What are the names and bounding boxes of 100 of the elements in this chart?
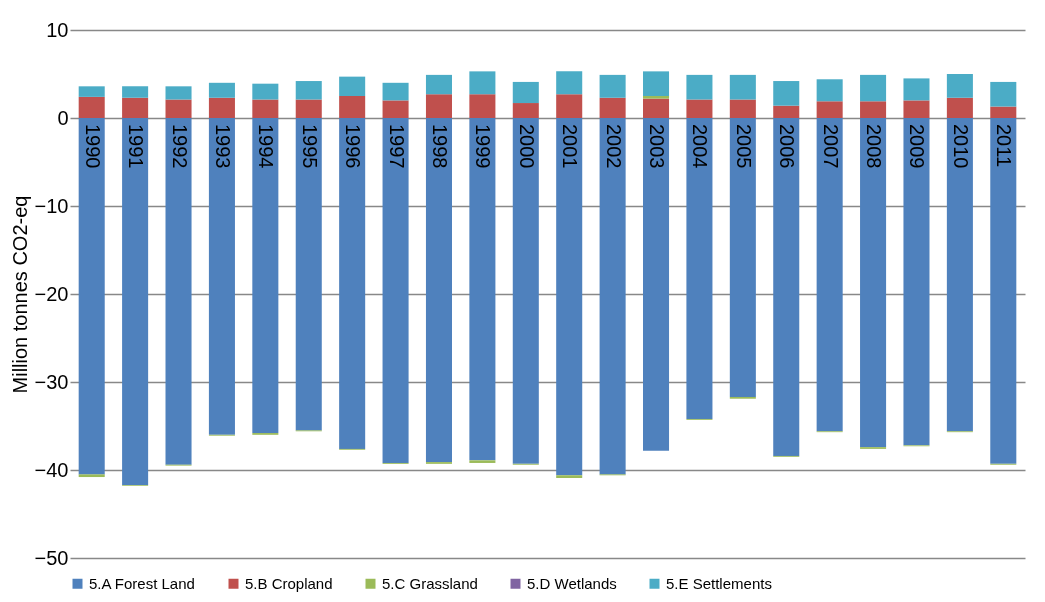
bar — [990, 81, 1017, 107]
x-tick-label: 2009 — [906, 124, 929, 169]
bar — [816, 79, 843, 102]
bar — [78, 474, 105, 478]
bar — [946, 97, 973, 118]
bar — [729, 118, 756, 397]
x-tick-label: 2005 — [732, 124, 755, 169]
bar — [773, 105, 800, 118]
bar — [252, 118, 279, 434]
bar — [946, 74, 973, 98]
bar — [512, 81, 539, 104]
y-tick-label: −40 — [34, 458, 69, 481]
y-tick-label: −10 — [34, 194, 69, 217]
bar — [686, 99, 713, 118]
bar — [382, 118, 409, 463]
bar — [816, 101, 843, 118]
bar — [165, 118, 192, 465]
bar — [816, 118, 843, 432]
x-tick-label: 1994 — [255, 124, 278, 169]
bar — [208, 118, 235, 435]
bar — [512, 118, 539, 464]
y-tick-label: 10 — [46, 18, 69, 41]
bar — [425, 118, 452, 463]
bar — [773, 118, 800, 456]
bar — [122, 118, 149, 485]
bar — [729, 99, 756, 118]
bar — [990, 106, 1017, 118]
bar — [382, 82, 409, 101]
bar — [469, 94, 496, 118]
bar — [729, 74, 756, 100]
y-tick-label: −50 — [34, 546, 69, 569]
bar — [686, 74, 713, 100]
x-tick-label: 2002 — [602, 124, 625, 169]
bar — [599, 97, 626, 118]
x-tick-label: 1992 — [168, 124, 191, 169]
legend-label: 5.E Settlements — [666, 574, 772, 592]
bar — [339, 118, 366, 449]
legend-label: 5.B Cropland — [245, 574, 333, 592]
x-tick-label: 2003 — [646, 124, 669, 169]
x-tick-label: 2004 — [689, 124, 712, 169]
bar — [165, 99, 192, 118]
bar — [773, 81, 800, 106]
bar — [208, 82, 235, 98]
x-tick-label: 2008 — [863, 124, 886, 169]
bar — [903, 78, 930, 101]
bar — [469, 118, 496, 461]
bar — [556, 71, 583, 95]
bar — [382, 100, 409, 118]
bar — [469, 71, 496, 95]
bar — [643, 98, 670, 118]
x-tick-label: 2007 — [819, 124, 842, 169]
x-tick-label: 2001 — [559, 124, 582, 169]
legend-label: 5.A Forest Land — [89, 574, 195, 592]
x-tick-label: 1997 — [385, 124, 408, 169]
bar — [643, 96, 670, 99]
x-tick-label: 2006 — [776, 124, 799, 169]
x-tick-label: 1998 — [428, 124, 451, 169]
bar — [990, 118, 1017, 464]
y-tick-label: −30 — [34, 370, 69, 393]
bar — [252, 83, 279, 100]
bar — [599, 118, 626, 475]
x-tick-label: 2010 — [949, 124, 972, 169]
bar — [208, 97, 235, 118]
bar — [339, 76, 366, 96]
bar — [165, 86, 192, 100]
bar — [122, 97, 149, 118]
bar — [556, 118, 583, 476]
bar — [686, 118, 713, 419]
bar — [78, 118, 105, 475]
bar — [295, 81, 322, 100]
bar — [556, 475, 583, 478]
x-tick-label: 2011 — [993, 124, 1016, 168]
bar — [512, 103, 539, 118]
bar — [78, 86, 105, 97]
legend-label: 5.D Wetlands — [527, 574, 617, 592]
bar — [599, 74, 626, 98]
bar — [122, 86, 149, 98]
x-tick-label: 1995 — [298, 124, 321, 169]
y-tick-label: −20 — [34, 282, 69, 305]
bar — [903, 118, 930, 446]
bar — [903, 100, 930, 118]
bar — [425, 74, 452, 95]
bar — [860, 74, 887, 102]
bar — [469, 460, 496, 463]
y-axis-title: Million tonnes CO2-eq — [8, 195, 31, 394]
x-tick-label: 1999 — [472, 124, 495, 169]
bar — [860, 101, 887, 118]
bar — [425, 94, 452, 118]
bar — [946, 118, 973, 432]
x-tick-label: 1996 — [342, 124, 365, 169]
x-tick-label: 1990 — [81, 124, 104, 169]
bar — [252, 99, 279, 118]
bar — [339, 96, 366, 118]
bar — [295, 118, 322, 431]
x-tick-label: 1991 — [125, 124, 148, 169]
x-tick-label: 2000 — [515, 124, 538, 169]
bar — [295, 99, 322, 118]
bar — [643, 118, 670, 451]
x-tick-label: 1993 — [211, 124, 234, 169]
bar — [556, 94, 583, 118]
